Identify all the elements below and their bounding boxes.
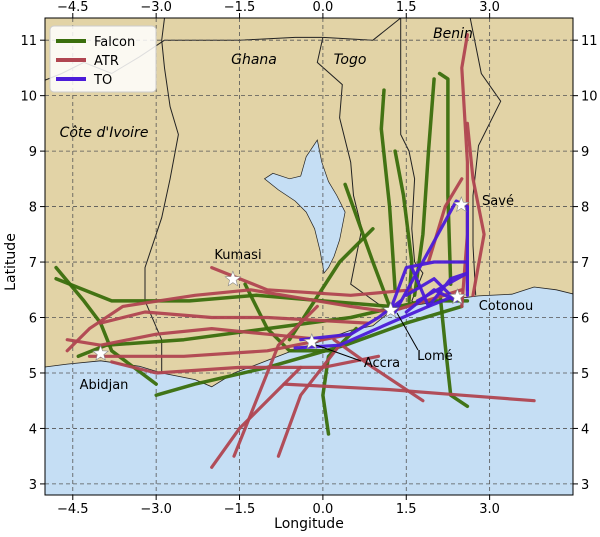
x-tick-label-top: −3.0	[140, 0, 172, 15]
y-tick-label-right: 9	[581, 145, 589, 160]
y-tick-label-left: 7	[29, 256, 37, 271]
city-labels	[315, 312, 419, 362]
legend-label-falcon: Falcon	[94, 35, 135, 50]
city-label-save: Savé	[482, 194, 514, 209]
city-label-accra: Accra	[364, 356, 400, 371]
country-label-cote-divoire: Côte d'Ivoire	[60, 125, 149, 141]
y-tick-label-right: 6	[581, 312, 589, 327]
legend: Falcon ATR TO	[49, 25, 157, 93]
flight-track-atr	[65, 288, 464, 353]
map-area	[45, 18, 573, 495]
city-label-cotonou: Cotonou	[479, 299, 534, 314]
lome-leader-line	[396, 312, 419, 351]
y-tick-label-left: 10	[20, 90, 37, 105]
flight-track-atr	[460, 33, 469, 308]
x-tick-label-bottom: −1.5	[224, 502, 256, 517]
y-tick-label-right: 4	[581, 422, 589, 437]
flight-track-to	[293, 293, 458, 350]
x-tick-label-bottom: −4.5	[57, 502, 89, 517]
flight-track-falcon	[437, 71, 453, 286]
track-series-atr	[65, 33, 536, 469]
city-star-cotonou	[448, 288, 466, 305]
city-star-sav	[452, 196, 470, 213]
axis-ticks	[40, 13, 578, 500]
x-tick-label-bottom: 1.5	[396, 502, 417, 517]
city-star-lom	[382, 301, 400, 318]
y-tick-label-left: 5	[29, 367, 37, 382]
flight-track-falcon	[54, 276, 392, 309]
y-tick-label-left: 8	[29, 201, 37, 216]
axis-tick-labels: −4.5 −4.5 −3.0 −3.0 −1.5 −1.5 0.0 0.0 1.5 1.5 3.0 3…	[20, 0, 597, 517]
border-line	[316, 37, 390, 313]
y-tick-label-right: 11	[581, 34, 598, 49]
y-tick-label-left: 4	[29, 422, 37, 437]
flight-track-atr	[465, 121, 486, 297]
flight-track-atr	[65, 327, 325, 347]
y-tick-label-left: 11	[20, 34, 37, 49]
x-tick-label-top: −4.5	[57, 0, 89, 15]
flight-tracks	[54, 33, 536, 469]
x-tick-label-top: −1.5	[224, 0, 256, 15]
flight-track-falcon	[379, 88, 397, 292]
x-tick-label-bottom: 3.0	[479, 502, 500, 517]
flight-track-to	[410, 266, 469, 308]
flight-track-atr	[282, 382, 536, 403]
flight-track-falcon	[154, 304, 464, 397]
flight-track-falcon	[243, 282, 336, 353]
city-name-labels: Abidjan Kumasi Accra Lomé Cotonou Savé	[80, 194, 534, 393]
city-label-abidjan: Abidjan	[80, 378, 129, 393]
y-tick-label-right: 3	[581, 478, 589, 493]
plot-frame	[44, 17, 574, 496]
y-tick-label-right: 5	[581, 367, 589, 382]
border-line	[469, 18, 502, 296]
country-label-togo: Togo	[334, 52, 367, 68]
y-axis-label: Latitude	[3, 233, 19, 291]
flight-track-falcon	[437, 288, 470, 409]
flight-track-atr	[210, 266, 414, 297]
x-tick-label-top: 1.5	[396, 0, 417, 15]
flight-track-atr	[210, 365, 303, 469]
y-tick-label-left: 6	[29, 312, 37, 327]
y-tick-label-left: 9	[29, 145, 37, 160]
country-label-benin: Benin	[433, 26, 473, 42]
legend-label-to: TO	[93, 73, 112, 88]
x-tick-label-top: 3.0	[479, 0, 500, 15]
flight-track-atr	[232, 304, 319, 458]
city-label-lome: Lomé	[417, 349, 453, 364]
y-tick-label-right: 10	[581, 90, 598, 105]
x-tick-label-top: 0.0	[313, 0, 334, 15]
y-tick-label-left: 3	[29, 478, 37, 493]
flight-track-falcon	[287, 227, 375, 342]
country-label-ghana: Ghana	[231, 52, 277, 68]
country-labels: Côte d'Ivoire Ghana Togo Benin	[60, 26, 473, 141]
legend-label-atr: ATR	[94, 54, 119, 69]
city-star-kumasi	[224, 270, 242, 287]
border-line	[322, 18, 402, 41]
x-axis-label: Longitude	[274, 516, 344, 532]
city-markers	[92, 196, 470, 361]
accra-leader-line	[315, 344, 362, 362]
x-tick-label-bottom: 0.0	[313, 502, 334, 517]
flight-track-atr	[276, 343, 342, 458]
y-tick-label-right: 7	[581, 256, 589, 271]
city-star-accra	[303, 333, 321, 350]
flight-track-atr	[99, 310, 369, 325]
city-star-abidjan	[92, 344, 110, 361]
flight-track-atr	[110, 354, 381, 375]
city-label-kumasi: Kumasi	[214, 248, 261, 263]
y-tick-label-right: 8	[581, 201, 589, 216]
x-tick-label-bottom: −3.0	[140, 502, 172, 517]
